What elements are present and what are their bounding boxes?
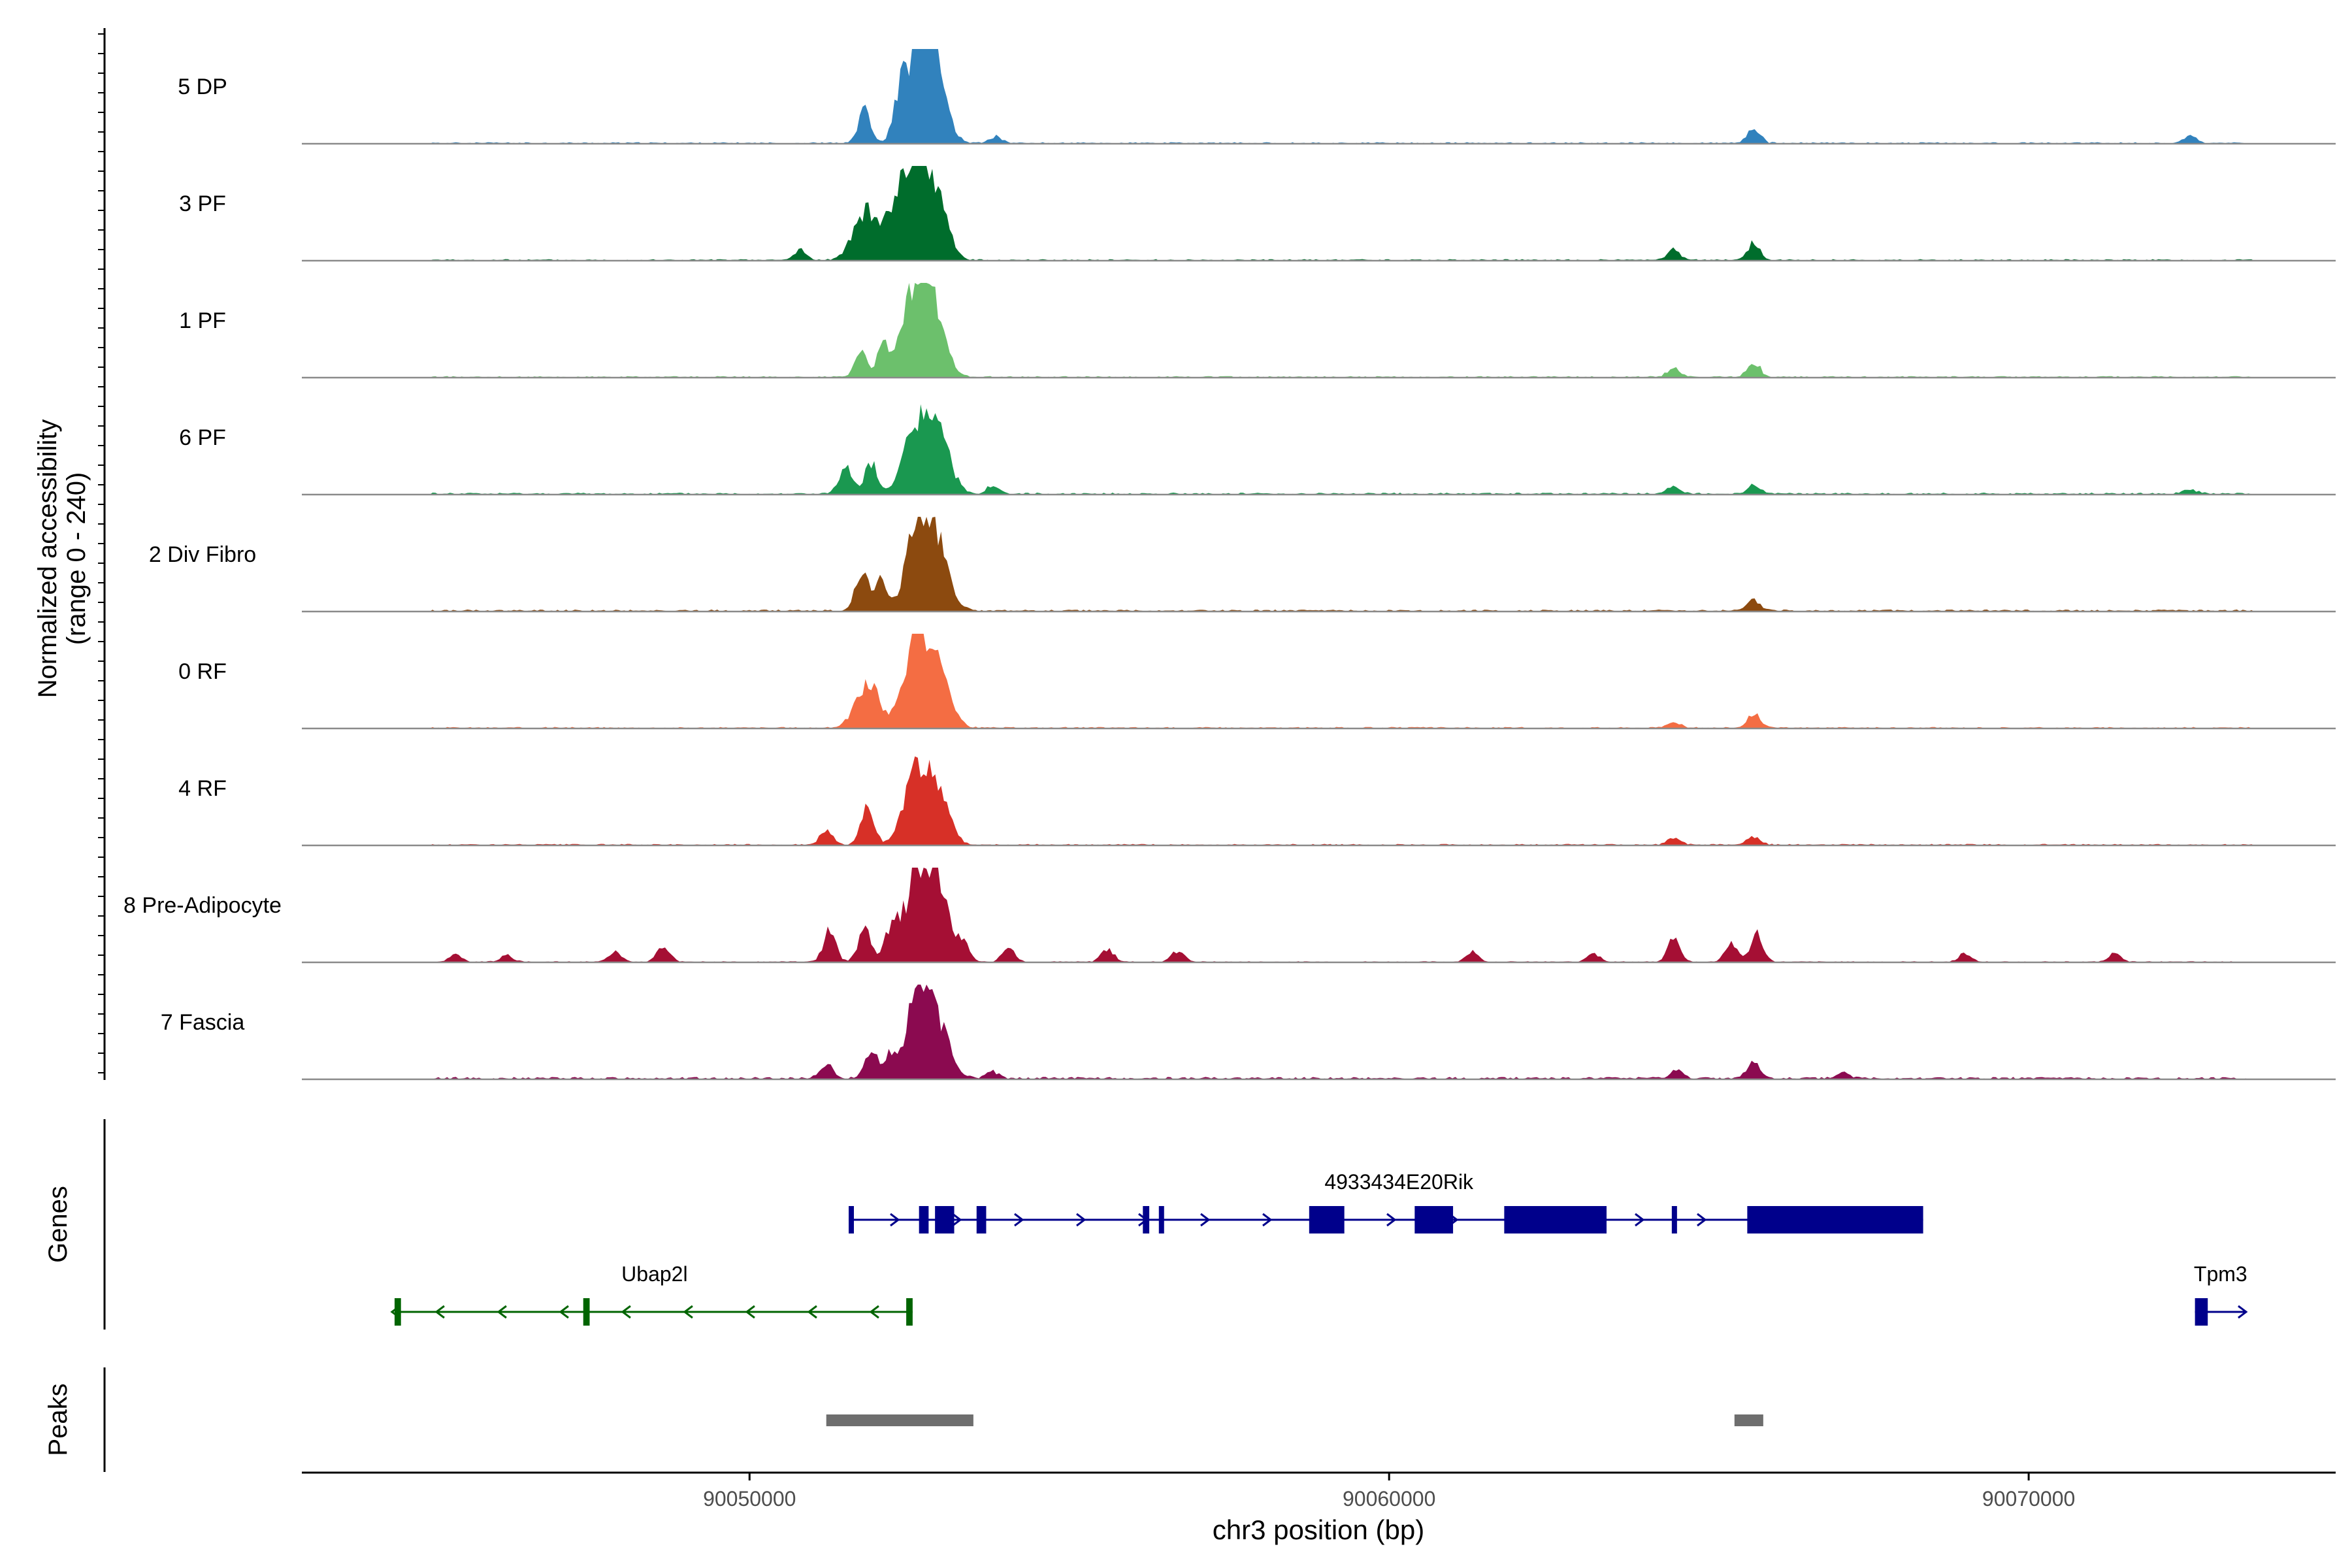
track-label: 0 RF [178, 659, 227, 684]
strand-arrow [683, 1305, 693, 1319]
gene-exon [1143, 1206, 1150, 1233]
strand-arrow [745, 1305, 755, 1319]
strand-arrow [559, 1305, 569, 1319]
gene-exon [1414, 1206, 1454, 1233]
strand-end-arrow [2238, 1305, 2248, 1319]
gene-exon [919, 1206, 929, 1233]
peak-region-bar [826, 1414, 973, 1426]
strand-arrow [1262, 1213, 1273, 1227]
strand-arrow [434, 1305, 445, 1319]
strand-arrow [807, 1305, 817, 1319]
track-area [302, 166, 2336, 261]
gene-exon [848, 1206, 854, 1233]
gene-exon [906, 1298, 913, 1326]
peaks-panel: Peaks [44, 1367, 1763, 1472]
x-tick-label: 90050000 [703, 1487, 796, 1511]
gene-exon [976, 1206, 987, 1233]
track-area [302, 404, 2336, 495]
x-tick-label: 90070000 [1982, 1487, 2075, 1511]
gene-exon [1504, 1206, 1607, 1233]
gene-label: Ubap2l [621, 1262, 687, 1286]
y-axis-title: Normalized accessibility (range 0 - 240) [33, 419, 91, 698]
x-axis-ticks: 90050000 90060000 90070000 [703, 1473, 2075, 1511]
gene-exon [583, 1298, 590, 1326]
track-8-pre-adipocyte: 8 Pre-Adipocyte [123, 868, 2336, 964]
y-axis-range-label: (range 0 - 240) [62, 472, 91, 645]
strand-arrow [890, 1213, 900, 1227]
track-area [302, 517, 2336, 612]
strand-arrow [1697, 1213, 1707, 1227]
track-label: 8 Pre-Adipocyte [123, 893, 282, 918]
track-area [302, 985, 2336, 1079]
genes-panel: Genes 4933434E20Rik Ubap2l Tpm3 [44, 1119, 2248, 1330]
track-label: 2 Div Fibro [149, 542, 256, 567]
track-1-pf: 1 PF [179, 283, 2336, 379]
peak-region-bar [1734, 1414, 1763, 1426]
track-4-rf: 4 RF [178, 756, 2336, 847]
strand-arrow [497, 1305, 507, 1319]
y-axis-label: Normalized accessibility [33, 419, 62, 698]
track-area [302, 634, 2336, 728]
track-label: 7 Fascia [161, 1010, 245, 1035]
track-label: 6 PF [179, 425, 226, 450]
strand-end-arrow [390, 1305, 400, 1319]
strand-arrow [869, 1305, 879, 1319]
strand-arrow [952, 1213, 962, 1227]
track-area [302, 283, 2336, 378]
strand-arrow [621, 1305, 631, 1319]
gene-label: Tpm3 [2194, 1262, 2247, 1286]
track-label: 5 DP [178, 74, 227, 99]
strand-arrow [1200, 1213, 1211, 1227]
gene-ubap2l: Ubap2l [390, 1262, 913, 1326]
track-label: 1 PF [179, 308, 226, 333]
track-label: 3 PF [179, 191, 226, 216]
strand-arrow [1635, 1213, 1645, 1227]
gene-models: 4933434E20Rik Ubap2l Tpm3 [390, 1170, 2248, 1326]
strand-arrow [1386, 1213, 1397, 1227]
y-axis [98, 28, 106, 1080]
strand-arrow [1076, 1213, 1086, 1227]
track-6-pf: 6 PF [179, 404, 2336, 496]
gene-exon [1671, 1206, 1677, 1233]
track-area [302, 49, 2336, 144]
track-2-div-fibro: 2 Div Fibro [149, 517, 2336, 613]
gene-exon [1309, 1206, 1345, 1233]
track-7-fascia: 7 Fascia [161, 985, 2336, 1081]
track-label: 4 RF [178, 776, 227, 801]
x-axis-title: chr3 position (bp) [1213, 1514, 1425, 1545]
gene-exon [2195, 1298, 2208, 1326]
gene-tpm3: Tpm3 [2194, 1262, 2248, 1326]
gene-exon [394, 1298, 401, 1326]
track-3-pf: 3 PF [179, 166, 2336, 262]
gene-exon [1747, 1206, 1923, 1233]
track-area [302, 756, 2336, 845]
track-5-dp: 5 DP [178, 49, 2336, 145]
x-tick-label: 90060000 [1343, 1487, 1435, 1511]
peaks-panel-label: Peaks [44, 1383, 73, 1456]
gene-4933434e20rik: 4933434E20Rik [848, 1170, 1923, 1233]
gene-label: 4933434E20Rik [1324, 1170, 1474, 1194]
x-axis: 90050000 90060000 90070000 chr3 position (… [302, 1471, 2336, 1545]
gene-exon [1158, 1206, 1164, 1233]
track-0-rf: 0 RF [178, 634, 2336, 730]
gene-exon [935, 1206, 955, 1233]
track-area [302, 868, 2336, 962]
peak-regions [826, 1414, 1763, 1426]
genes-panel-label: Genes [44, 1186, 73, 1263]
strand-arrow [1014, 1213, 1024, 1227]
coverage-tracks: 5 DP 3 PF 1 PF 6 PF 2 Div Fibro 0 RF 4 RF 8 Pre… [123, 49, 2336, 1081]
